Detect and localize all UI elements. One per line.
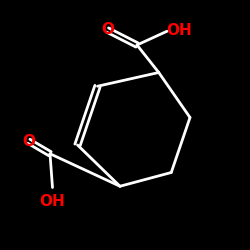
Text: O: O [101, 22, 114, 38]
Text: OH: OH [40, 194, 66, 209]
Text: OH: OH [166, 23, 192, 38]
Text: O: O [22, 134, 35, 149]
